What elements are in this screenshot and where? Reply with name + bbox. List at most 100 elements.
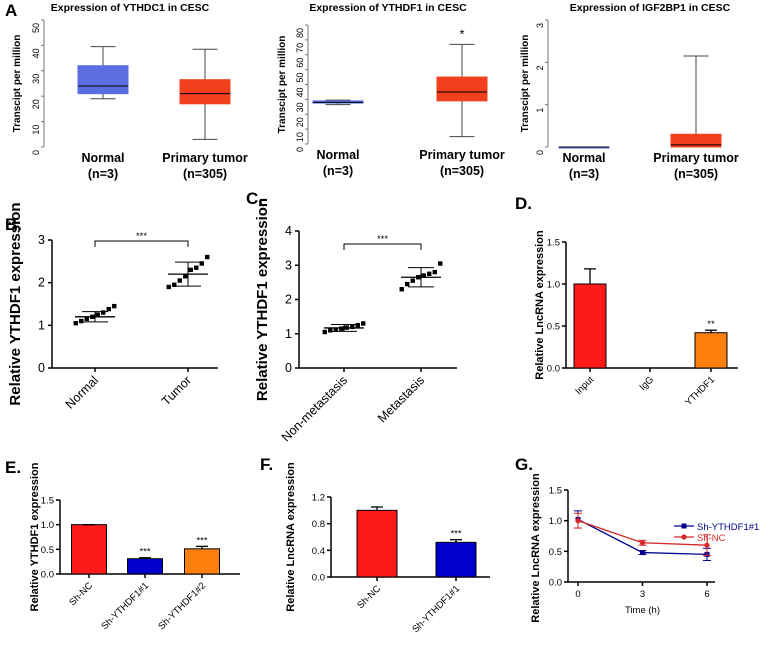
- data-point: [350, 324, 355, 330]
- data-point: [177, 278, 182, 283]
- data-point: [106, 306, 111, 312]
- bar-3: [694, 332, 728, 369]
- x-category-n: (n=305): [674, 167, 718, 181]
- panel-label-A: A: [5, 1, 17, 20]
- y-axis-label: Transcipt per million: [520, 35, 531, 133]
- bar-1: [356, 509, 398, 578]
- x-category-label: Normal: [562, 151, 605, 165]
- significance-bracket: [343, 243, 422, 250]
- axes: [567, 490, 715, 583]
- data-point: [95, 312, 100, 317]
- bar-2: [435, 541, 477, 578]
- box-2: [179, 79, 231, 105]
- data-point: [575, 518, 581, 524]
- legend-label: Sh-NC: [697, 533, 726, 544]
- y-tick-label: 0.8: [312, 519, 325, 530]
- y-axis-label: Relative YTHDF1 expression: [254, 198, 271, 401]
- panel-label-C: C.: [246, 189, 263, 208]
- x-axis-label: Time (h): [625, 605, 660, 616]
- panel-label-B: B.: [5, 215, 22, 234]
- x-category-n: (n=3): [323, 164, 353, 178]
- y-tick-label: 3: [535, 23, 545, 28]
- panel-label-E: E.: [5, 458, 21, 477]
- x-category-label: IgG: [638, 374, 657, 393]
- legend-label: Sh-YTHDF1#1: [697, 522, 759, 533]
- x-category-label: Non-metastasis: [279, 373, 350, 444]
- data-point: [79, 318, 84, 324]
- y-tick-label: 0.0: [549, 578, 562, 589]
- x-tick-label: 3: [640, 589, 645, 600]
- x-category-label: Sh-NC: [67, 580, 95, 608]
- y-tick-label: 2: [38, 276, 45, 290]
- chart-title: Expression of IGF2BP1 in CESC: [570, 2, 731, 14]
- y-tick-label: 1: [535, 108, 545, 113]
- x-category-label: Sh-YTHDF1#2: [156, 580, 208, 632]
- legend-marker: [681, 534, 687, 540]
- data-point: [322, 329, 327, 335]
- data-point: [333, 327, 338, 332]
- x-category-label: Normal: [81, 151, 124, 165]
- data-point: [112, 303, 117, 309]
- data-point: [639, 540, 646, 546]
- y-tick-label: 1.5: [547, 238, 560, 249]
- data-point: [328, 328, 333, 333]
- box-2: [436, 76, 488, 102]
- data-point: [166, 284, 171, 290]
- y-tick-label: 20: [295, 117, 305, 127]
- data-point: [410, 278, 415, 283]
- y-tick-label: 3: [285, 258, 292, 272]
- data-point: [101, 310, 106, 315]
- legend-marker: [681, 523, 687, 529]
- x-category-label: Normal: [63, 373, 101, 411]
- data-point: [640, 550, 645, 556]
- significance-marker: ***: [139, 547, 150, 558]
- y-tick-label: 0.5: [547, 322, 560, 333]
- data-point: [704, 542, 710, 548]
- bar-3: [184, 548, 220, 575]
- data-point: [405, 281, 410, 287]
- y-tick-label: 1.2: [312, 493, 325, 504]
- x-category-label: Metastasis: [375, 373, 427, 425]
- data-point: [339, 326, 344, 331]
- data-point: [427, 271, 432, 277]
- bar-1: [573, 283, 607, 369]
- significance-marker: **: [707, 319, 715, 330]
- y-tick-label: 80: [295, 28, 305, 38]
- y-tick-label: 1.5: [41, 496, 54, 507]
- data-point: [73, 321, 78, 326]
- x-category-label: Primary tumor: [419, 148, 505, 162]
- box-1: [77, 65, 129, 95]
- significance-marker: ***: [196, 535, 207, 546]
- x-category-n: (n=3): [88, 167, 118, 181]
- y-tick-label: 0: [38, 361, 45, 375]
- y-tick-label: 0: [31, 150, 41, 155]
- y-tick-label: 0: [535, 150, 545, 155]
- y-tick-label: 1.5: [549, 486, 562, 497]
- x-category-n: (n=305): [183, 167, 227, 181]
- y-tick-label: 0: [285, 361, 292, 375]
- y-axis-label: Transcipt per million: [277, 36, 288, 134]
- x-category-label: Sh-NC: [355, 583, 383, 611]
- x-category-label: Primary tumor: [162, 151, 248, 165]
- significance-bracket: [94, 240, 189, 247]
- significance-marker: ***: [450, 529, 461, 540]
- y-tick-label: 40: [295, 88, 305, 98]
- x-category-label: Tumor: [159, 373, 194, 408]
- data-point: [432, 269, 437, 275]
- bar-1: [71, 524, 107, 575]
- y-tick-label: 40: [31, 48, 41, 58]
- y-tick-label: 50: [295, 73, 305, 83]
- data-point: [421, 273, 426, 278]
- y-axis-label: Relative YTHDF1 expression: [29, 462, 41, 611]
- bar-2: [127, 558, 163, 575]
- x-category-n: (n=305): [440, 164, 484, 178]
- y-tick-label: 10: [295, 132, 305, 142]
- data-point: [438, 261, 443, 266]
- y-tick-label: 50: [31, 23, 41, 33]
- data-point: [205, 254, 210, 260]
- y-tick-label: 0.0: [547, 364, 560, 375]
- x-category-n: (n=3): [569, 167, 599, 181]
- chart-title: Expression of YTHDF1 in CESC: [309, 2, 467, 14]
- x-category-label: YTHDF1: [683, 374, 717, 408]
